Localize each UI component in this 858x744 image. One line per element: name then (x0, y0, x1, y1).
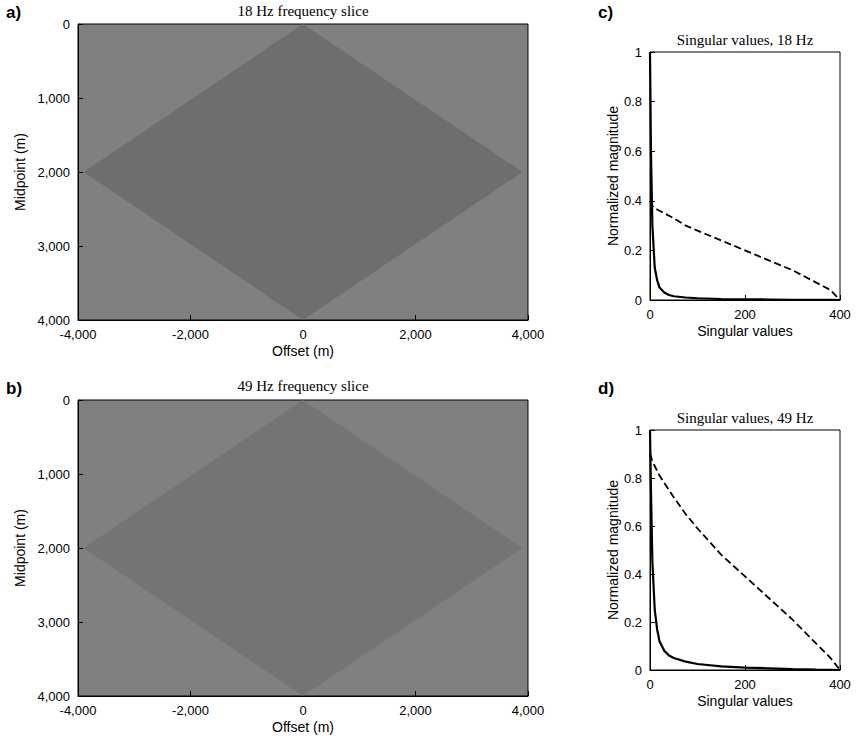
svg-text:400: 400 (829, 677, 851, 692)
svg-text:b): b) (6, 379, 22, 398)
svg-text:1,000: 1,000 (37, 91, 70, 106)
svg-text:3,000: 3,000 (37, 615, 70, 630)
svg-text:0: 0 (635, 293, 642, 308)
svg-text:-2,000: -2,000 (172, 327, 209, 342)
svg-text:0.2: 0.2 (624, 243, 642, 258)
svg-text:4,000: 4,000 (512, 703, 545, 718)
svg-text:0.2: 0.2 (624, 615, 642, 630)
svg-text:200: 200 (734, 307, 756, 322)
svg-text:4,000: 4,000 (512, 327, 545, 342)
svg-text:0.8: 0.8 (624, 94, 642, 109)
svg-text:49 Hz frequency slice: 49 Hz frequency slice (237, 378, 369, 394)
svg-text:0: 0 (646, 307, 653, 322)
svg-text:0.4: 0.4 (624, 567, 642, 582)
svg-text:3,000: 3,000 (37, 239, 70, 254)
svg-text:0: 0 (635, 663, 642, 678)
svg-text:2,000: 2,000 (399, 327, 432, 342)
svg-text:1: 1 (635, 423, 642, 438)
svg-text:Normalized magnitude: Normalized magnitude (605, 106, 621, 246)
svg-text:Offset (m): Offset (m) (272, 343, 334, 359)
svg-text:-4,000: -4,000 (60, 327, 97, 342)
svg-text:0: 0 (299, 327, 306, 342)
svg-text:1: 1 (635, 45, 642, 60)
svg-text:0.4: 0.4 (624, 193, 642, 208)
svg-text:2,000: 2,000 (37, 165, 70, 180)
svg-text:d): d) (598, 379, 614, 398)
svg-text:c): c) (598, 3, 613, 22)
svg-text:0: 0 (299, 703, 306, 718)
svg-text:4,000: 4,000 (37, 313, 70, 328)
svg-text:Offset (m): Offset (m) (272, 719, 334, 735)
svg-text:18 Hz frequency slice: 18 Hz frequency slice (237, 3, 369, 19)
svg-text:0: 0 (646, 677, 653, 692)
svg-text:1,000: 1,000 (37, 467, 70, 482)
svg-text:0: 0 (63, 393, 70, 408)
svg-text:-2,000: -2,000 (172, 703, 209, 718)
svg-text:0.8: 0.8 (624, 471, 642, 486)
svg-text:Midpoint (m): Midpoint (m) (12, 133, 28, 211)
svg-text:a): a) (6, 3, 21, 22)
svg-text:0.6: 0.6 (624, 144, 642, 159)
svg-text:0.6: 0.6 (624, 519, 642, 534)
svg-text:4,000: 4,000 (37, 689, 70, 704)
svg-text:200: 200 (734, 677, 756, 692)
svg-text:2,000: 2,000 (37, 541, 70, 556)
svg-text:0: 0 (63, 17, 70, 32)
svg-text:Singular values: Singular values (697, 693, 793, 709)
svg-text:Midpoint (m): Midpoint (m) (12, 509, 28, 587)
svg-text:Singular values, 49 Hz: Singular values, 49 Hz (677, 410, 814, 426)
svg-text:2,000: 2,000 (399, 703, 432, 718)
svg-text:Singular values: Singular values (697, 323, 793, 339)
svg-text:400: 400 (829, 307, 851, 322)
svg-text:-4,000: -4,000 (60, 703, 97, 718)
svg-text:Normalized magnitude: Normalized magnitude (605, 480, 621, 620)
svg-text:Singular values, 18 Hz: Singular values, 18 Hz (677, 32, 814, 48)
